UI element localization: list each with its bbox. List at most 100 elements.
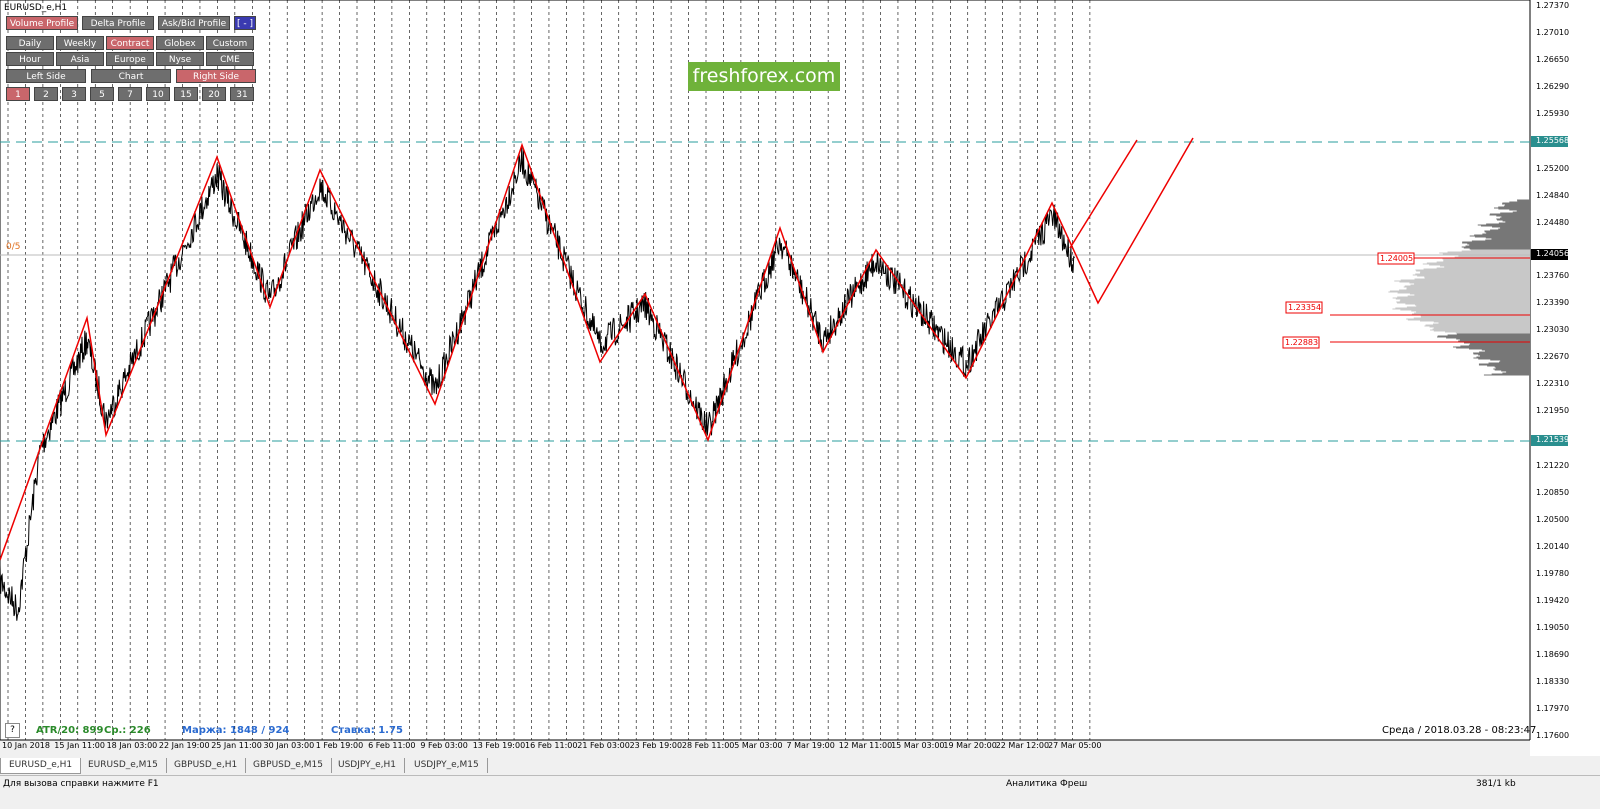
price-tag: [1531, 249, 1568, 260]
price-label: 1.19050: [1536, 623, 1570, 632]
toolbar-button[interactable]: [ - ]: [234, 16, 256, 30]
price-label: 1.27370: [1536, 1, 1570, 10]
chart-tab[interactable]: GBPUSD_e,H1: [166, 758, 247, 773]
price-tag: [1531, 136, 1568, 147]
toolbar-button[interactable]: Delta Profile: [82, 16, 154, 30]
zigzag: [0, 137, 1194, 561]
toolbar-button[interactable]: Volume Profile: [6, 16, 78, 30]
level-label: 1.24005: [1380, 254, 1414, 263]
time-label: 25 Jan 11:00: [211, 741, 262, 750]
toolbar-button[interactable]: Left Side: [6, 69, 86, 83]
toolbar-button[interactable]: Ask/Bid Profile: [158, 16, 230, 30]
price-label: 1.20500: [1536, 515, 1570, 524]
chart-tab[interactable]: EURUSD_e,H1: [0, 758, 82, 774]
price-tag: [1531, 435, 1568, 446]
toolbar-button[interactable]: Chart: [91, 69, 171, 83]
price-label: 1.18330: [1536, 677, 1570, 686]
toolbar-button[interactable]: Contract: [106, 36, 154, 50]
time-label: 15 Jan 11:00: [54, 741, 105, 750]
price-label: 1.19420: [1536, 596, 1570, 605]
logo: freshforex.com: [688, 62, 840, 91]
price-label: 1.18690: [1536, 650, 1570, 659]
time-label: 9 Feb 03:00: [420, 741, 468, 750]
window-title: EURUSD_e,H1: [4, 3, 68, 13]
atr: ATR/20: 899: [36, 725, 104, 736]
toolbar-button[interactable]: Custom: [206, 36, 254, 50]
toolbar-button[interactable]: Asia: [56, 52, 104, 66]
toolbar-button[interactable]: Weekly: [56, 36, 104, 50]
price-label: 1.25930: [1536, 109, 1570, 118]
price-label: 1.22670: [1536, 352, 1570, 361]
price-label: 1.17600: [1536, 731, 1570, 740]
time-label: 21 Feb 03:00: [577, 741, 630, 750]
status-profile: Аналитика Фреш: [1006, 779, 1088, 789]
price-label: 1.23390: [1536, 298, 1570, 307]
toolbar-button[interactable]: CME: [206, 52, 254, 66]
time-label: 6 Feb 11:00: [368, 741, 416, 750]
price-label: 1.23030: [1536, 325, 1570, 334]
projection: [1069, 139, 1138, 249]
price-label: 1.24480: [1536, 218, 1570, 227]
price-label: 1.19780: [1536, 569, 1570, 578]
toolbar-button[interactable]: 7: [118, 87, 142, 101]
price-label: 1.20140: [1536, 542, 1570, 551]
time-label: 7 Mar 19:00: [786, 741, 835, 750]
toolbar-button[interactable]: 20: [202, 87, 226, 101]
time-label: 5 Mar 03:00: [734, 741, 783, 750]
toolbar-button[interactable]: Europe: [106, 52, 154, 66]
toolbar-button[interactable]: Hour: [6, 52, 54, 66]
help-button[interactable]: ?: [5, 723, 20, 738]
toolbar-button[interactable]: 3: [62, 87, 86, 101]
price-label: 1.22310: [1536, 379, 1570, 388]
toolbar-button[interactable]: Right Side: [176, 69, 256, 83]
price-label: 1.26650: [1536, 55, 1570, 64]
time-label: 27 Mar 05:00: [1048, 741, 1102, 750]
price-label: 1.25200: [1536, 164, 1570, 173]
level-box: [1285, 301, 1323, 314]
toolbar-button[interactable]: Daily: [6, 36, 54, 50]
marker: 0/5: [6, 242, 21, 252]
level-box: [1282, 336, 1320, 349]
time-label: 13 Feb 19:00: [472, 741, 526, 750]
status-traffic: 381/1 kb: [1476, 779, 1516, 789]
toolbar-button[interactable]: 10: [146, 87, 170, 101]
rate: Ставка: 1.75: [331, 725, 403, 736]
price-label: 1.17970: [1536, 704, 1570, 713]
time-label: 30 Jan 03:00: [263, 741, 315, 750]
level-box: [1377, 252, 1415, 265]
toolbar-button[interactable]: 2: [34, 87, 58, 101]
price-label: 1.20850: [1536, 488, 1570, 497]
price-label: 1.25568: [1536, 136, 1570, 145]
toolbar-button[interactable]: Nyse: [156, 52, 204, 66]
server-time: Среда / 2018.03.28 - 08:23:47: [1382, 725, 1537, 736]
time-label: 12 Mar 11:00: [838, 741, 893, 750]
time-label: 22 Jan 19:00: [158, 741, 210, 750]
plot-bg: [0, 0, 1531, 741]
chart-tab[interactable]: USDJPY_e,M15: [406, 758, 488, 773]
price-axis-bg: [1530, 0, 1600, 756]
toolbar-button[interactable]: 31: [230, 87, 254, 101]
price-label: 1.21950: [1536, 406, 1570, 415]
time-label: 1 Feb 19:00: [315, 741, 364, 750]
time-label: 18 Jan 03:00: [106, 741, 158, 750]
status-bar: [0, 775, 1600, 809]
price-label: 1.27010: [1536, 28, 1570, 37]
chart-area: [0, 0, 1600, 756]
toolbar-button[interactable]: Globex: [156, 36, 204, 50]
time-label: 28 Feb 11:00: [681, 741, 735, 750]
level-label: 1.22883: [1285, 338, 1319, 347]
chart-tab[interactable]: GBPUSD_e,M15: [245, 758, 332, 773]
toolbar-button[interactable]: 1: [6, 87, 30, 101]
toolbar-button[interactable]: 15: [174, 87, 198, 101]
time-label: 23 Feb 19:00: [629, 741, 683, 750]
chart-tab[interactable]: EURUSD_e,M15: [80, 758, 167, 773]
price-label: 1.24840: [1536, 191, 1570, 200]
time-label: 10 Jan 2018: [2, 741, 50, 750]
chart-tab[interactable]: USDJPY_e,H1: [330, 758, 406, 773]
toolbar-button[interactable]: 5: [90, 87, 114, 101]
time-label: 22 Mar 12:00: [995, 741, 1050, 750]
time-label: 16 Feb 11:00: [525, 741, 578, 750]
price-label: 1.24056: [1536, 249, 1570, 258]
status-help: Для вызова справки нажмите F1: [3, 779, 159, 789]
